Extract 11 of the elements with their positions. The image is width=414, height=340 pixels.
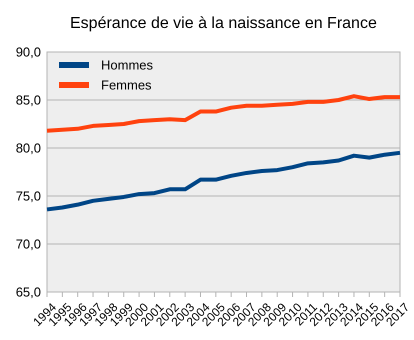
y-tick-label: 85,0 (16, 92, 41, 108)
line-series (45, 150, 402, 212)
y-tick-label: 80,0 (16, 140, 41, 156)
line-series (45, 94, 402, 133)
legend-label: Femmes (101, 78, 152, 93)
y-tick-label: 90,0 (16, 44, 41, 60)
chart-title: Espérance de vie à la naissance en France (70, 15, 377, 32)
y-tick-label: 70,0 (16, 236, 41, 252)
y-tick-label: 65,0 (16, 284, 41, 300)
y-tick-label: 75,0 (16, 188, 41, 204)
legend-label: Hommes (101, 58, 154, 73)
